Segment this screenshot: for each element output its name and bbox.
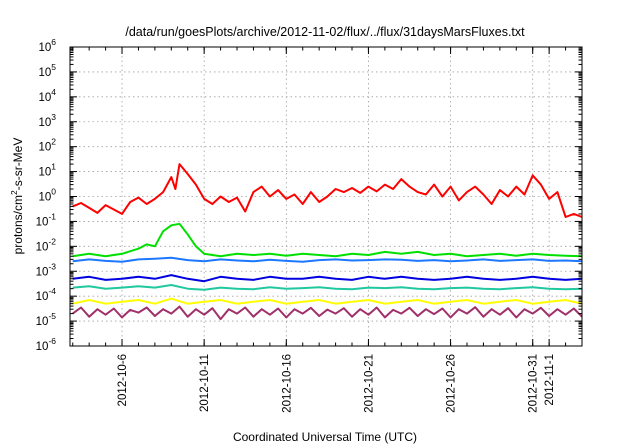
x-axis-label: Coordinated Universal Time (UTC): [233, 430, 417, 444]
y-tick-label: 105: [38, 62, 56, 79]
series-layer: [72, 163, 583, 321]
series-line-7: [72, 305, 583, 321]
series-line-1: [72, 163, 583, 218]
y-tick-label: 10-4: [36, 286, 57, 303]
x-tick-label: 2012-10-21: [363, 354, 375, 413]
x-tick-label: 2012-11-1: [544, 354, 556, 406]
y-tick-label: 10-5: [36, 311, 57, 328]
tick-marks: [70, 46, 583, 347]
x-tick-label: 2012-10-6: [117, 354, 129, 406]
x-tick-label: 2012-10-11: [199, 354, 211, 412]
y-tick-label: 100: [38, 187, 56, 204]
grid: [70, 47, 582, 346]
series-line-2: [72, 222, 583, 258]
y-tick-label: 104: [38, 87, 56, 104]
x-tick-label: 2012-10-31: [528, 354, 540, 413]
x-tick-label: 2012-10-26: [446, 354, 458, 413]
y-tick-label: 106: [38, 37, 56, 54]
series-line-5: [72, 284, 583, 291]
y-axis-label: protons/cm2-s-sr-MeV: [9, 138, 25, 255]
series-line-4: [72, 274, 583, 283]
y-tick-label: 102: [38, 137, 56, 154]
y-axis-tick-labels: 10-6 10-5 10-4 10-3 10-2 10-1 100 101 102 103 104 1…: [36, 37, 57, 353]
y-tick-label: 10-1: [36, 211, 57, 228]
chart-title: /data/run/goesPlots/archive/2012-11-02/f…: [125, 25, 525, 39]
y-tick-label: 10-3: [36, 261, 57, 278]
x-tick-label: 2012-10-16: [281, 354, 293, 413]
y-tick-label: 10-6: [36, 336, 57, 353]
y-tick-label: 10-2: [36, 236, 57, 253]
y-tick-label: 101: [38, 162, 56, 179]
series-line-3: [72, 256, 583, 263]
x-axis-tick-labels: 2012-10-6 2012-10-11 2012-10-16 2012-10-21 2…: [117, 354, 556, 413]
y-tick-label: 103: [38, 112, 56, 129]
series-line-6: [72, 297, 583, 305]
